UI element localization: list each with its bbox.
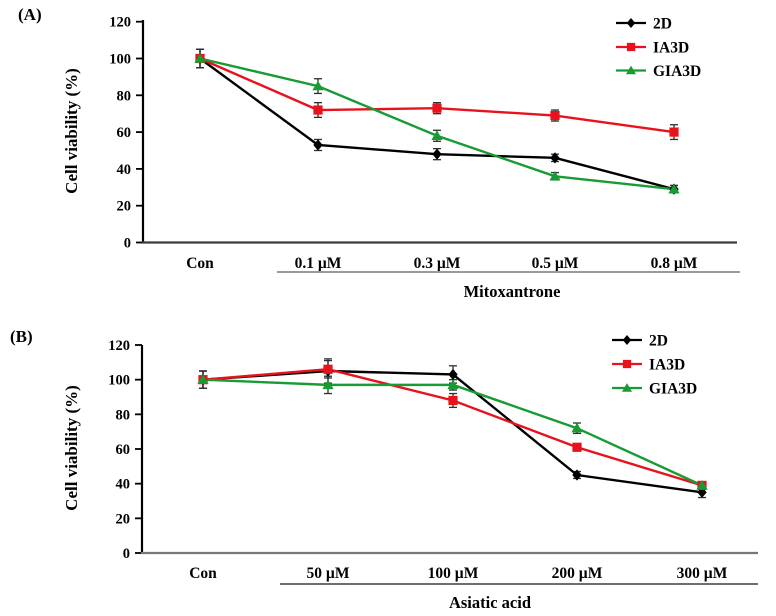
panel-b-legend-label: GIA3D	[649, 381, 697, 398]
panel-a-legend-label: GIA3D	[653, 63, 701, 80]
panel-a-point-ia3d	[432, 103, 442, 113]
panel-b-y-tick-label: 60	[116, 442, 131, 458]
panel-b-y-tick-label: 0	[123, 546, 130, 562]
panel-b-y-tick-label: 20	[116, 511, 131, 527]
panel-b-point-gia3d	[571, 422, 583, 433]
panel-b-category-label: 300 µM	[677, 565, 728, 582]
panel-a-y-tick-label: 120	[109, 15, 131, 31]
panel-a-legend-marker-ia3d	[626, 42, 636, 52]
panel-a-y-tick-label: 60	[117, 125, 132, 141]
panel-b-category-label: Con	[189, 565, 217, 582]
panel-a-legend-marker-2d	[626, 17, 636, 29]
panel-a-point-2d	[313, 139, 323, 151]
panel-b-point-gia3d	[447, 379, 459, 390]
panel-a-category-label: 0.3 µM	[414, 255, 461, 272]
panel-a-category-label: 0.1 µM	[295, 255, 342, 272]
panel-a-label: (A)	[18, 5, 42, 24]
panel-a-legend-label: 2D	[653, 16, 672, 33]
panel-b-legend-label: IA3D	[649, 357, 685, 374]
panel-b-point-ia3d	[572, 442, 582, 452]
panel-b-legend-label: 2D	[649, 333, 668, 350]
panel-b-point-2d	[448, 368, 458, 381]
panel-b-category-label: 100 µM	[428, 565, 479, 582]
panel-a-y-tick-label: 40	[117, 162, 132, 178]
panel-a-point-gia3d	[431, 130, 443, 140]
panel-a-legend-label: IA3D	[653, 40, 689, 57]
panel-b-point-gia3d	[696, 480, 708, 490]
panel-a-point-gia3d	[194, 53, 206, 63]
panel-a-category-label: 0.5 µM	[532, 255, 579, 272]
panel-a-series-line-2d	[199, 57, 675, 191]
panel-b-legend-marker-ia3d	[622, 359, 632, 369]
panel-a-point-ia3d	[669, 127, 679, 137]
panel-b-point-ia3d	[448, 395, 458, 406]
panel-a-y-axis-title: Cell viability (%)	[62, 68, 81, 194]
panel-b-y-axis-title: Cell viability (%)	[62, 385, 81, 511]
panel-b-point-gia3d	[322, 379, 334, 390]
panel-a-series-line-ia3d	[199, 57, 675, 134]
panel-b-y-tick-label: 40	[116, 477, 131, 493]
panel-a-legend-marker-gia3d	[625, 65, 637, 75]
panel-b-y-tick-label: 80	[116, 407, 131, 423]
panel-a-y-tick-label: 0	[124, 236, 131, 252]
panel-a-point-gia3d	[312, 80, 324, 91]
panel-b-label: (B)	[10, 327, 33, 346]
panel-b-legend-marker-2d	[622, 334, 632, 346]
panel-a-point-gia3d	[549, 170, 561, 181]
panel-a-point-ia3d	[313, 105, 323, 115]
panel-a-y-tick-label: 20	[117, 199, 132, 215]
panel-b-y-tick-label: 100	[108, 373, 130, 389]
panel-a-y-tick-label: 100	[109, 52, 131, 68]
panel-a-point-ia3d	[550, 110, 560, 121]
panel-b-category-label: 200 µM	[552, 565, 603, 582]
panel-a-y-tick-label: 80	[117, 88, 132, 104]
panel-a-category-label: Con	[186, 255, 214, 272]
panel-b-legend-marker-gia3d	[621, 383, 633, 392]
panel-a-point-2d	[550, 152, 560, 164]
panel-b-category-label: 50 µM	[307, 565, 350, 582]
panel-a-point-2d	[432, 148, 442, 160]
panel-a-point-gia3d	[668, 183, 680, 194]
panel-b-point-ia3d	[323, 364, 333, 374]
panel-a-x-axis-title: Mitoxantrone	[464, 282, 561, 301]
panel-b-x-axis-title: Asiatic acid	[449, 593, 531, 612]
panel-a-category-label: 0.8 µM	[651, 255, 698, 272]
panel-b-point-2d	[572, 469, 582, 481]
panel-b-y-tick-label: 120	[108, 338, 130, 354]
panel-b-point-gia3d	[197, 374, 209, 384]
